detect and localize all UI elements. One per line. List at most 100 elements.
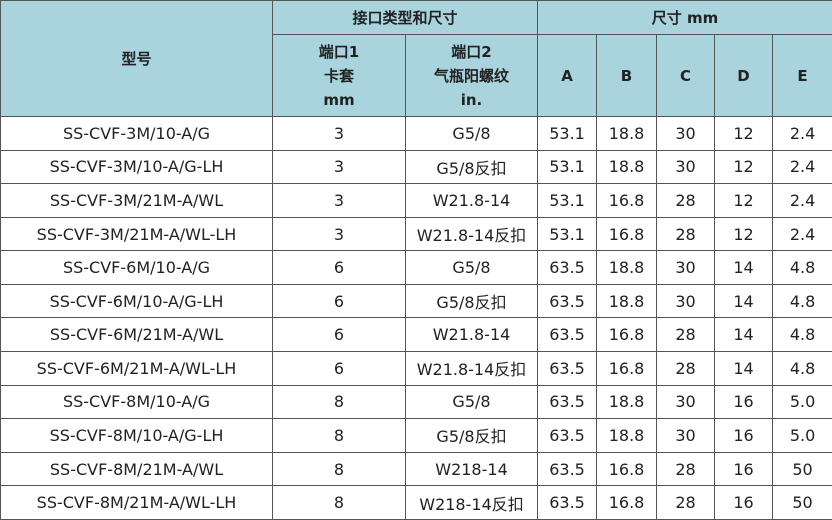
table-cell: 8 xyxy=(272,485,406,520)
table-cell: SS-CVF-8M/10-A/G-LH xyxy=(0,418,273,453)
table-cell: 18.8 xyxy=(596,418,658,453)
table-cell: 4.8 xyxy=(772,250,832,285)
table-cell: SS-CVF-6M/10-A/G-LH xyxy=(0,283,273,319)
table-cell: 53.1 xyxy=(537,216,598,252)
table-cell: 8 xyxy=(272,384,406,420)
table-cell: 16.8 xyxy=(596,485,658,520)
table-cell: 2.4 xyxy=(772,216,832,252)
table-cell: 28 xyxy=(656,216,716,252)
table-cell: 63.5 xyxy=(537,384,598,420)
table-cell: 16 xyxy=(714,384,774,420)
table-cell: SS-CVF-8M/10-A/G xyxy=(0,384,273,420)
table-cell: 16.8 xyxy=(596,183,658,218)
table-cell: G5/8反扣 xyxy=(404,418,539,453)
table-cell: SS-CVF-6M/21M-A/WL-LH xyxy=(0,351,273,386)
table-cell: 18.8 xyxy=(596,116,658,151)
header-line: 端口1 xyxy=(318,42,360,61)
table-cell: 12 xyxy=(714,149,774,185)
table-cell: W21.8-14 xyxy=(404,317,539,353)
size-col-header: C xyxy=(656,34,716,117)
table-cell: 2.4 xyxy=(772,183,832,218)
table-cell: 5.0 xyxy=(772,384,832,420)
size-col-header: D xyxy=(714,34,774,117)
table-cell: 12 xyxy=(714,216,774,252)
table-row: SS-CVF-3M/10-A/G 3 G5/8 53.1 18.8 30 12 2.4 xyxy=(0,116,832,151)
table-cell: 53.1 xyxy=(537,116,598,151)
table-cell: 30 xyxy=(656,283,716,319)
model-header: 型号 xyxy=(0,0,273,117)
table-cell: 28 xyxy=(656,183,716,218)
table-cell: 16.8 xyxy=(596,351,658,386)
table-cell: W218-14 xyxy=(404,451,539,487)
table-cell: 28 xyxy=(656,485,716,520)
table-cell: 14 xyxy=(714,351,774,386)
table-cell: G5/8反扣 xyxy=(404,283,539,319)
table-cell: SS-CVF-6M/10-A/G xyxy=(0,250,273,285)
table-cell: 28 xyxy=(656,351,716,386)
table-cell: 18.8 xyxy=(596,250,658,285)
table-cell: SS-CVF-3M/21M-A/WL xyxy=(0,183,273,218)
size-group-header: 尺寸 mm xyxy=(537,0,832,35)
table-cell: 4.8 xyxy=(772,283,832,319)
port2-header: 端口2 气瓶阳螺纹 in. xyxy=(404,34,539,117)
table-cell: 14 xyxy=(714,317,774,353)
table-cell: G5/8 xyxy=(404,250,539,285)
size-col-header: B xyxy=(596,34,658,117)
table-cell: 6 xyxy=(272,283,406,319)
header-line: 端口2 xyxy=(451,42,492,61)
table-cell: 3 xyxy=(272,149,406,185)
table-cell: 18.8 xyxy=(596,283,658,319)
table-cell: 16.8 xyxy=(596,317,658,353)
table-cell: 50 xyxy=(772,451,832,487)
header-line: in. xyxy=(460,90,483,109)
table-cell: G5/8反扣 xyxy=(404,149,539,185)
table-cell: 8 xyxy=(272,418,406,453)
table-cell: 30 xyxy=(656,149,716,185)
table-cell: 18.8 xyxy=(596,384,658,420)
table-cell: 53.1 xyxy=(537,149,598,185)
table-cell: 63.5 xyxy=(537,485,598,520)
table-row: SS-CVF-8M/21M-A/WL 8 W218-14 63.5 16.8 28 16 50 xyxy=(0,451,832,487)
table-cell: 12 xyxy=(714,116,774,151)
table-cell: 16 xyxy=(714,451,774,487)
table-cell: 14 xyxy=(714,283,774,319)
table-row: SS-CVF-3M/21M-A/WL 3 W21.8-14 53.1 16.8 28 12 2… xyxy=(0,183,832,218)
table-cell: 16 xyxy=(714,418,774,453)
table-cell: 8 xyxy=(272,451,406,487)
table-cell: 53.1 xyxy=(537,183,598,218)
table-cell: 30 xyxy=(656,116,716,151)
table-row: SS-CVF-3M/21M-A/WL-LH 3 W21.8-14反扣 53.1 16.8… xyxy=(0,216,832,252)
table-row: SS-CVF-6M/21M-A/WL-LH 6 W21.8-14反扣 63.5 16.8… xyxy=(0,351,832,386)
table-row: SS-CVF-8M/10-A/G 8 G5/8 63.5 18.8 30 16 5.0 xyxy=(0,384,832,420)
table-cell: 63.5 xyxy=(537,250,598,285)
table-cell: SS-CVF-3M/10-A/G xyxy=(0,116,273,151)
table-cell: 28 xyxy=(656,451,716,487)
table-row: SS-CVF-6M/21M-A/WL 6 W21.8-14 63.5 16.8 28 14 4… xyxy=(0,317,832,353)
table-cell: 3 xyxy=(272,116,406,151)
table-cell: 30 xyxy=(656,250,716,285)
table-cell: 4.8 xyxy=(772,351,832,386)
header-line: 气瓶阳螺纹 xyxy=(434,66,510,85)
table-row: SS-CVF-8M/21M-A/WL-LH 8 W218-14反扣 63.5 16.8 2… xyxy=(0,485,832,520)
table-cell: 16 xyxy=(714,485,774,520)
table-cell: G5/8 xyxy=(404,384,539,420)
table-cell: G5/8 xyxy=(404,116,539,151)
table-row: SS-CVF-3M/10-A/G-LH 3 G5/8反扣 53.1 18.8 30 12 2.… xyxy=(0,149,832,185)
table-cell: 28 xyxy=(656,317,716,353)
table-cell: 5.0 xyxy=(772,418,832,453)
table-cell: 14 xyxy=(714,250,774,285)
table-cell: 6 xyxy=(272,250,406,285)
table-cell: 16.8 xyxy=(596,216,658,252)
table-cell: SS-CVF-3M/21M-A/WL-LH xyxy=(0,216,273,252)
size-col-header: A xyxy=(537,34,598,117)
table-cell: W21.8-14反扣 xyxy=(404,216,539,252)
table-cell: SS-CVF-8M/21M-A/WL-LH xyxy=(0,485,273,520)
table-cell: 4.8 xyxy=(772,317,832,353)
table-cell: 30 xyxy=(656,384,716,420)
table-cell: 6 xyxy=(272,351,406,386)
table-cell: 63.5 xyxy=(537,283,598,319)
table-row: SS-CVF-6M/10-A/G-LH 6 G5/8反扣 63.5 18.8 30 14 4.… xyxy=(0,283,832,319)
table-cell: 63.5 xyxy=(537,317,598,353)
table-cell: 6 xyxy=(272,317,406,353)
